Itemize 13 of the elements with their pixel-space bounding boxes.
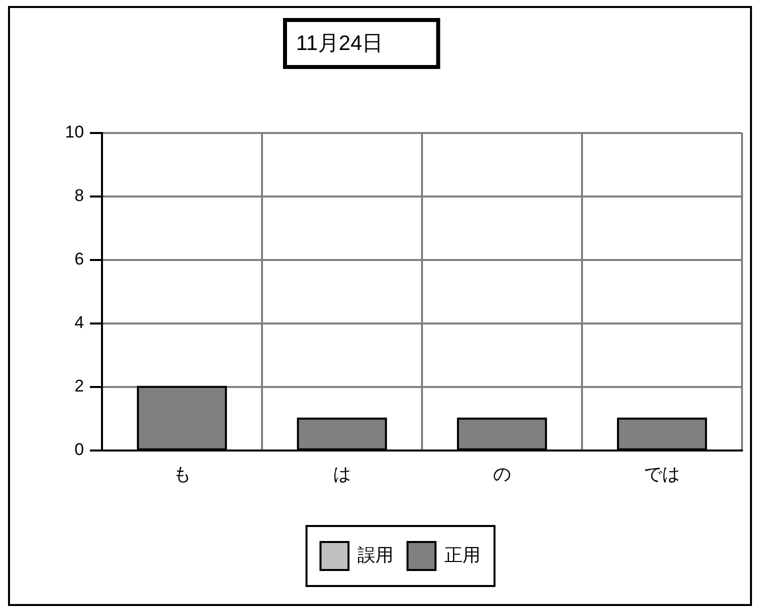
y-tick-label: 10 <box>64 122 84 142</box>
chart-title: 11月24日 <box>296 32 384 55</box>
legend-label: 誤用 <box>358 544 394 565</box>
x-tick-label: では <box>644 464 680 484</box>
y-tick-label: 8 <box>74 186 84 206</box>
legend-label: 正用 <box>444 544 480 565</box>
y-tick-label: 4 <box>74 313 84 332</box>
x-tick-label: の <box>492 464 511 484</box>
y-tick-label: 0 <box>74 440 84 460</box>
y-tick-label: 6 <box>74 250 84 269</box>
x-tick-label: も <box>172 464 191 484</box>
y-tick-label: 2 <box>74 376 84 396</box>
x-tick-label: は <box>332 464 351 484</box>
